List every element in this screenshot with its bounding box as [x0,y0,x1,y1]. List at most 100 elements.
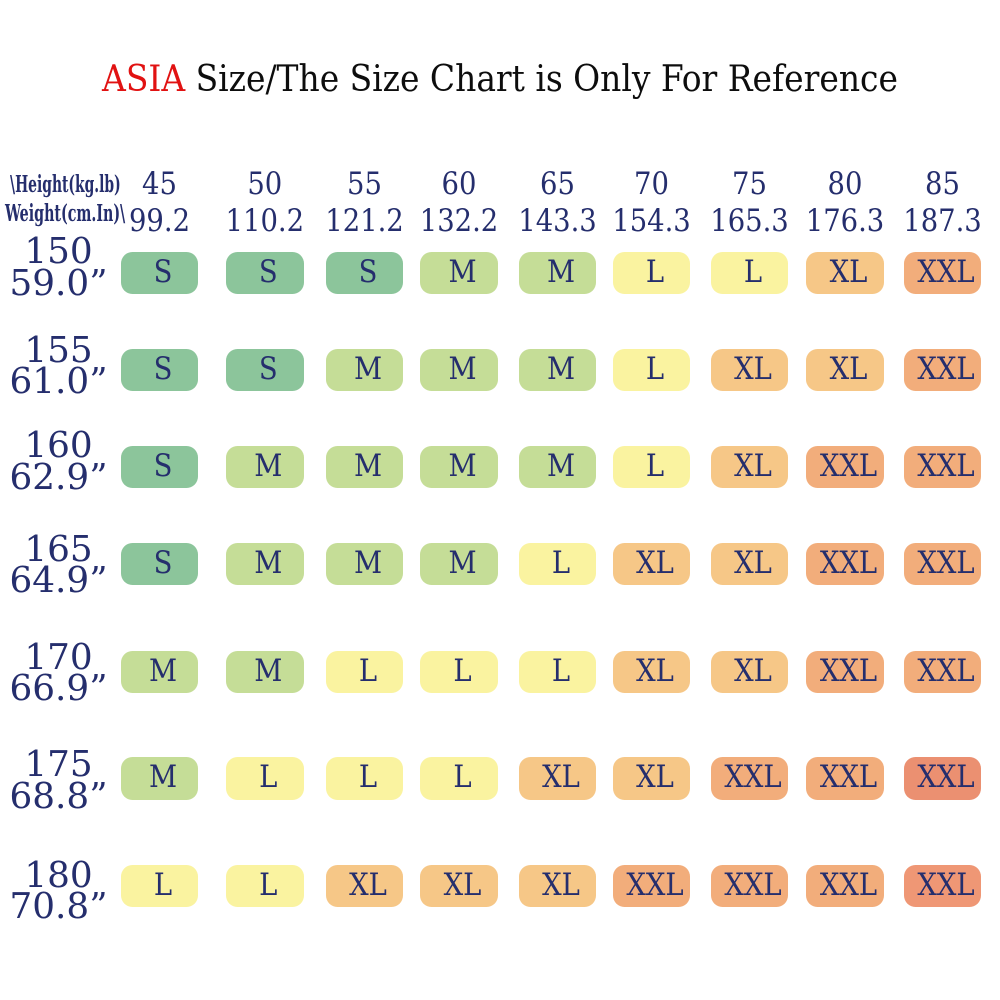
size-cell [120,349,199,392]
size-cell [903,349,982,392]
size-cell [325,252,404,295]
size-cell-label: XXL [819,448,878,484]
size-cell [325,349,404,392]
row-header-in: 64.9” [9,560,108,602]
size-cell [710,650,789,694]
size-cell [518,252,597,295]
chart-title-rest: Size/The Size Chart is Only For Referenc… [185,56,898,100]
size-cell-label: L [645,352,665,388]
row-header-cm: 170 [24,637,93,678]
col-header-lb: 176.3 [805,204,885,240]
size-cell-label: M [254,448,283,484]
row-header-in: 61.0” [9,361,108,403]
size-cell-label: XL [636,545,674,581]
row-header-cm: 180 [24,854,93,896]
size-cell [903,445,982,488]
size-cell-label: L [551,653,571,689]
size-cell [420,865,498,908]
size-cell [806,757,884,800]
size-cell [903,543,982,586]
size-cell [612,445,691,488]
size-cell [518,445,597,488]
size-cell [325,757,404,800]
col-header-kg: 85 [925,166,960,202]
size-cell-label: L [259,760,278,796]
size-cell-label: S [153,255,173,290]
row-header-cm: 155 [24,329,93,371]
size-cell [710,543,789,586]
size-cell-label: M [353,448,383,484]
size-cell-label: XXL [917,448,975,484]
size-cell [518,349,597,392]
size-cell-label: S [153,448,173,484]
size-cell [226,650,304,694]
col-header-kg: 65 [540,166,575,202]
size-cell [710,349,789,392]
size-cell-label: L [743,255,763,290]
col-header-kg: 70 [634,166,669,202]
size-cell [518,650,597,694]
row-header-in: 68.8” [9,775,108,817]
size-cell-label: L [453,760,472,796]
size-cell-label: M [353,352,383,388]
size-cell-label: L [259,868,278,904]
col-header-kg: 75 [732,166,767,202]
size-cell-label: M [448,352,477,388]
size-cell [226,543,304,586]
chart-title-highlight: ASIA [102,56,186,100]
size-cell-label: S [153,545,173,581]
size-cell-label: XL [542,868,580,904]
size-cell [420,543,498,586]
size-cell-label: S [153,352,173,388]
size-cell-label: L [153,868,173,904]
row-header-in: 62.9” [9,456,108,498]
size-cell-label: L [358,760,378,796]
size-cell [518,865,597,908]
corner-label-height: \Height(kg.lb) [10,171,121,199]
size-cell [420,445,498,488]
size-cell [710,445,789,488]
size-cell [903,757,982,800]
size-cell [612,865,691,908]
size-cell-label: XL [829,255,868,290]
size-cell [325,543,404,586]
size-cell [226,445,304,488]
col-header-kg: 50 [247,166,283,202]
size-cell [325,650,404,694]
size-cell-label: M [254,653,283,689]
size-cell-label: S [258,255,278,290]
size-cell [420,757,498,800]
size-cell [120,445,199,488]
col-header-kg: 80 [827,166,863,202]
chart-title: ASIA Size/The Size Chart is Only For Ref… [0,42,1000,115]
size-cell-label: XXL [819,545,878,581]
col-header-lb: 121.2 [325,204,404,240]
size-cell [120,650,199,694]
size-cell-label: M [448,545,477,581]
size-cell-label: XL [636,653,674,689]
size-cell [120,757,199,800]
col-header-kg: 60 [441,166,477,202]
size-cell [612,757,691,800]
col-header-lb: 99.2 [128,204,191,240]
size-cell [226,349,304,392]
size-cell-label: XL [734,352,772,388]
size-cell-label: XXL [724,868,782,904]
corner-label-weight: Weight(cm.In)\ [4,200,125,228]
size-cell [710,865,789,908]
size-cell [903,650,982,694]
size-cell-label: XXL [626,868,684,904]
size-cell [806,349,884,392]
size-cell-label: XXL [819,653,878,689]
size-cell [325,445,404,488]
size-cell [612,650,691,694]
col-header-lb: 165.3 [710,204,789,240]
size-cell-label: M [448,448,477,484]
size-cell [806,445,884,488]
size-cell-label: M [148,760,178,796]
size-cell-label: M [448,255,477,290]
row-header-in: 70.8” [9,885,108,927]
row-header-cm: 150 [24,231,93,273]
size-cell [120,865,199,908]
